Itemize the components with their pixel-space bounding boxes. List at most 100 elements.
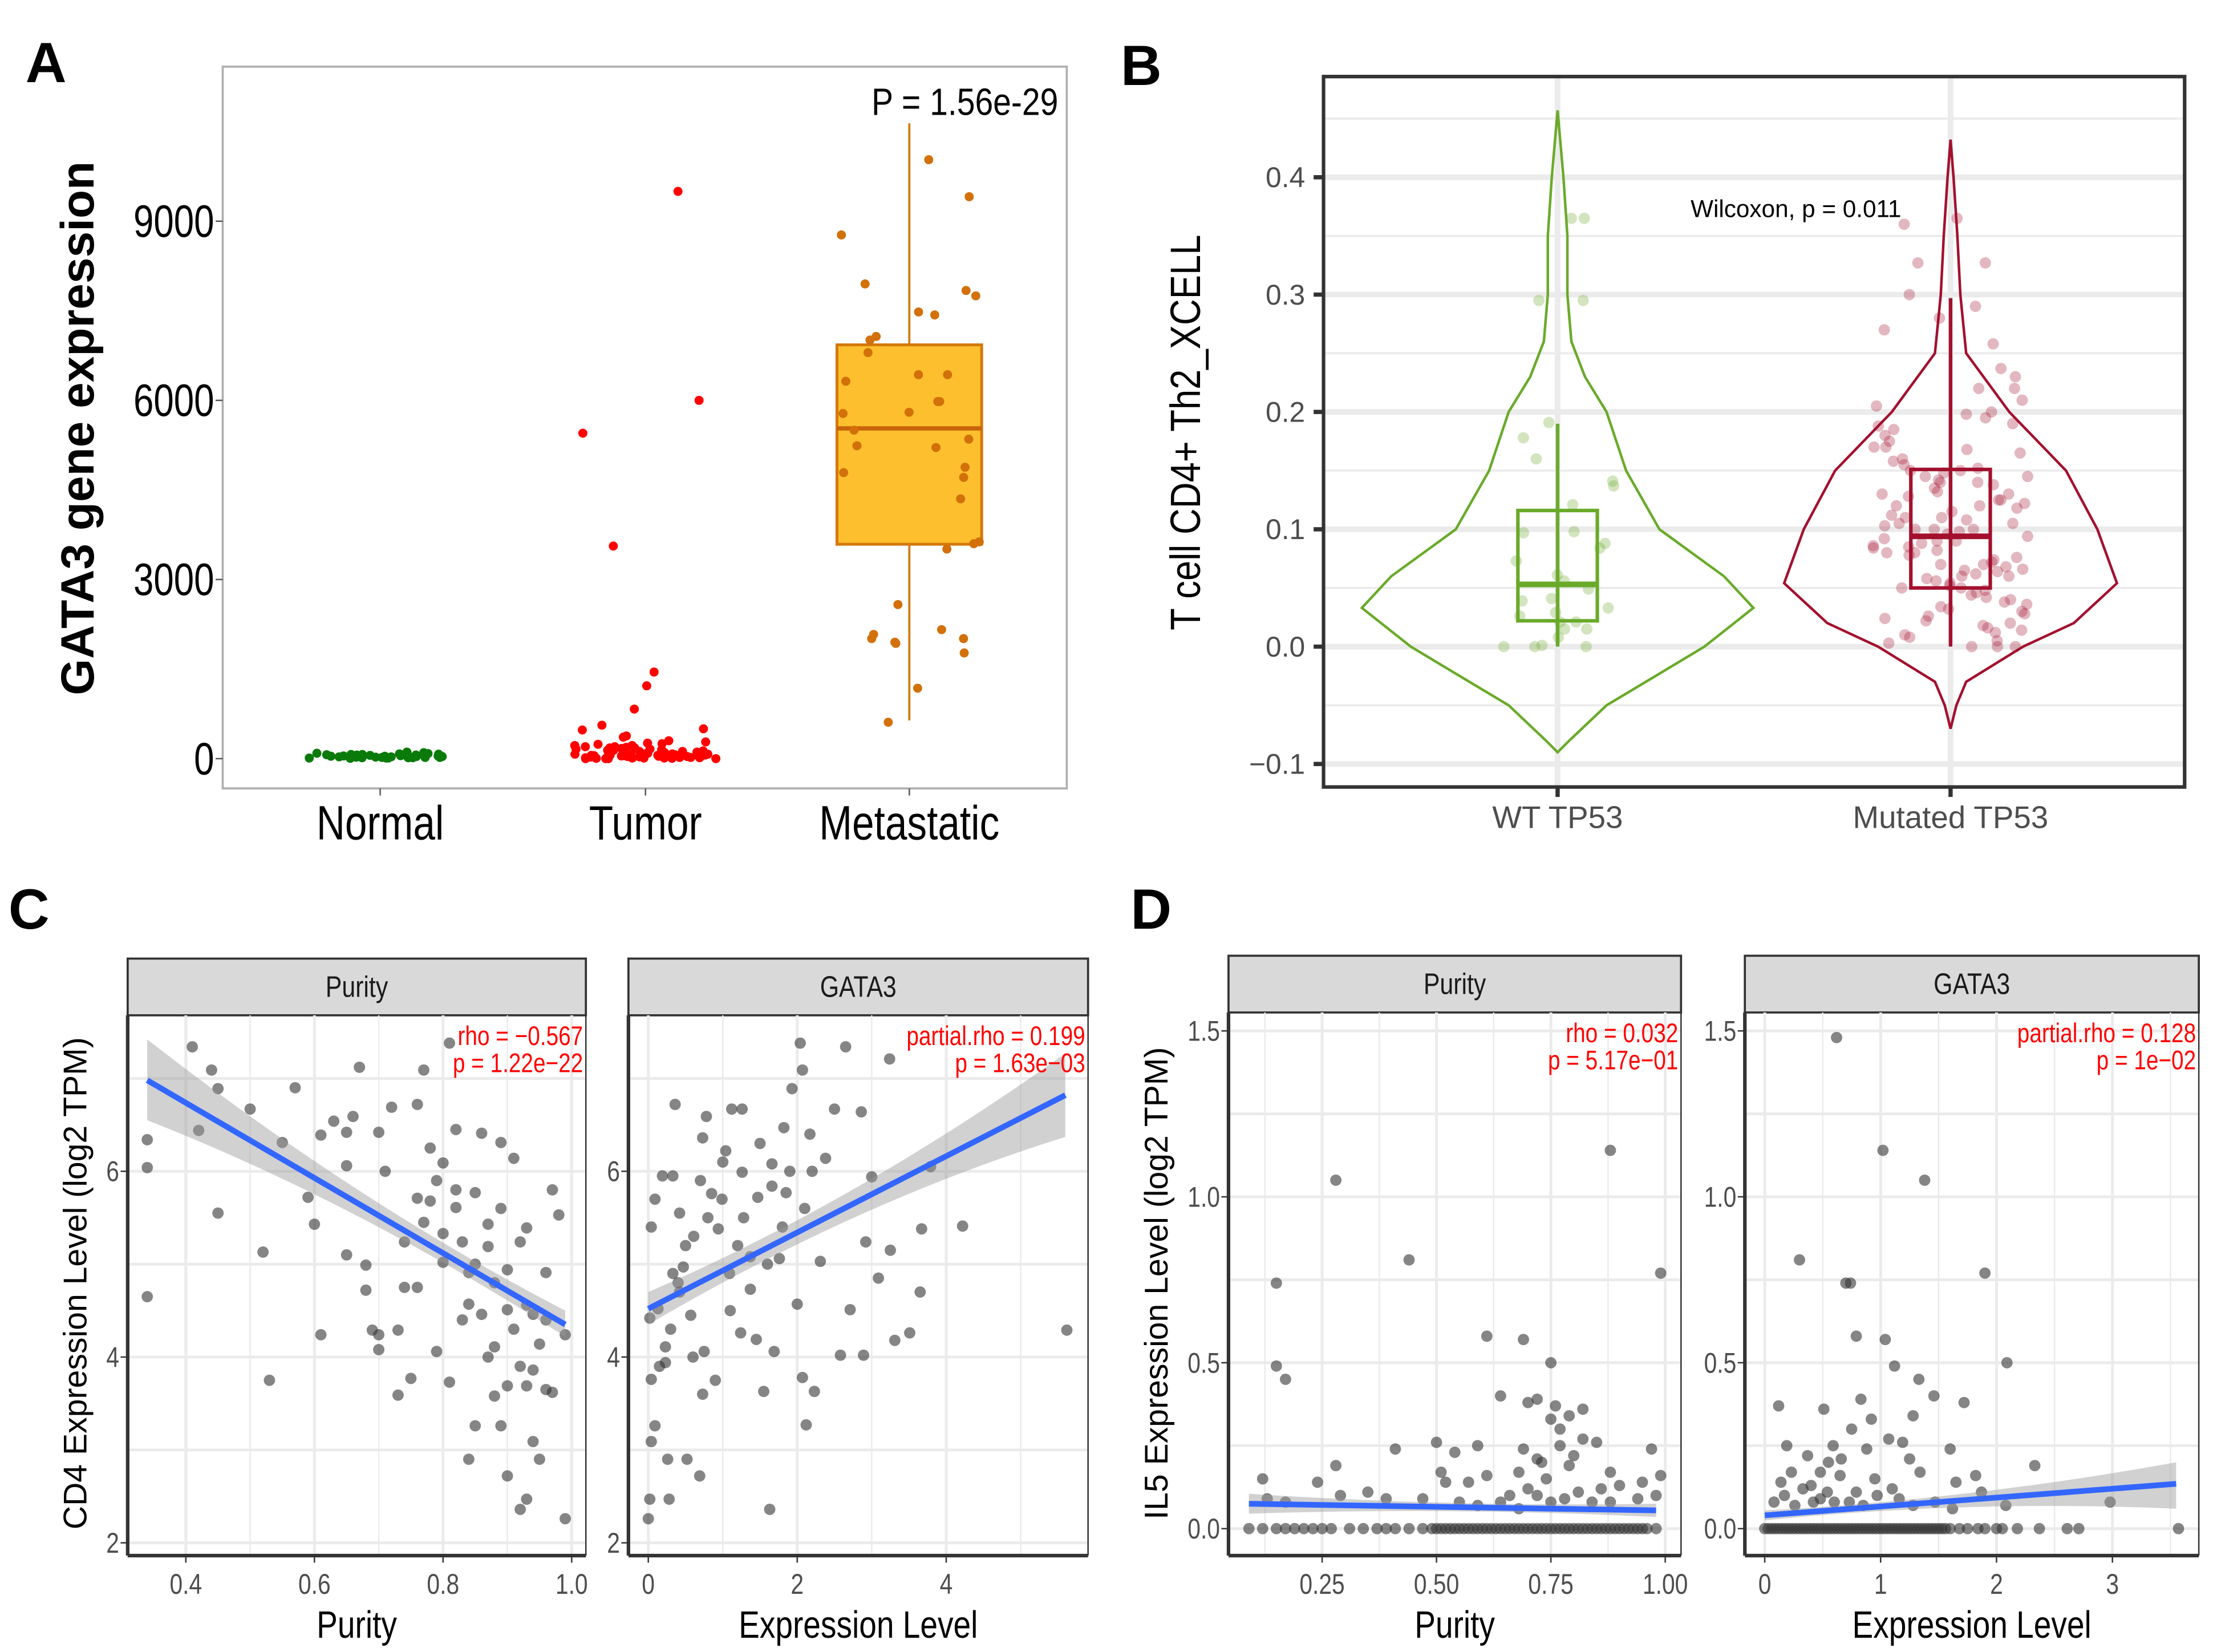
data-point [1577, 294, 1589, 306]
data-point [687, 1351, 699, 1363]
data-point [806, 1165, 818, 1177]
data-point [969, 539, 979, 549]
data-point [1789, 1500, 1801, 1511]
data-point [1913, 1374, 1925, 1385]
data-point [1632, 1493, 1644, 1505]
data-point [623, 752, 633, 762]
data-point [904, 407, 914, 417]
data-point [1567, 499, 1579, 511]
data-point [1879, 520, 1891, 532]
data-point [1931, 544, 1943, 556]
data-point [1976, 1486, 1987, 1498]
data-point [540, 1383, 552, 1395]
data-point [1831, 1031, 1842, 1043]
data-point [501, 1380, 513, 1392]
data-point [1961, 444, 1973, 455]
facet-strip-label: Purity [1424, 968, 1486, 1001]
y-tick-label: 0.4 [1266, 161, 1305, 193]
data-point [1969, 1469, 1981, 1481]
data-point [527, 1436, 539, 1448]
data-point [373, 1329, 385, 1341]
data-point [1279, 1523, 1291, 1534]
data-point [695, 1175, 706, 1187]
data-point [1999, 596, 2011, 608]
panel-letter-a: A [26, 31, 67, 95]
data-point [844, 1303, 856, 1315]
data-point [732, 1240, 744, 1252]
data-point [2000, 561, 2012, 573]
data-point [956, 494, 966, 504]
data-point [450, 1124, 462, 1135]
data-point [2021, 598, 2033, 610]
data-point [1494, 1496, 1506, 1508]
data-point [1554, 1440, 1566, 1452]
data-point [570, 740, 579, 750]
data-point [943, 370, 953, 379]
data-point [883, 718, 893, 727]
data-point [720, 1145, 732, 1157]
y-tick-label: 0.3 [1266, 279, 1305, 311]
data-point [1417, 1493, 1429, 1505]
data-point [1919, 1175, 1931, 1186]
data-point [1462, 1476, 1474, 1488]
data-point [1655, 1267, 1667, 1279]
data-point [1914, 1466, 1926, 1478]
data-point [1362, 1486, 1374, 1498]
data-point [1546, 593, 1558, 605]
data-point [326, 751, 336, 761]
data-point [1389, 1443, 1401, 1455]
data-point [724, 1305, 736, 1317]
data-point [1980, 592, 1992, 604]
data-point [754, 1137, 766, 1149]
data-point [412, 752, 421, 762]
data-point [1522, 1483, 1534, 1495]
x-axis-label: Expression Level [1853, 1604, 2092, 1646]
data-point [679, 1240, 691, 1252]
data-point [405, 1372, 417, 1384]
data-point [482, 1351, 494, 1363]
data-point [411, 1281, 423, 1293]
data-point [698, 1346, 710, 1358]
data-point [1883, 1433, 1895, 1445]
data-point [2016, 624, 2028, 636]
data-point [1973, 500, 1985, 512]
data-point [736, 1103, 748, 1115]
data-point [495, 1202, 507, 1214]
data-point [1965, 589, 1977, 601]
data-point [1554, 1423, 1566, 1435]
data-point [1344, 1523, 1356, 1534]
data-point [735, 1327, 747, 1339]
y-tick-label: 6 [106, 1156, 119, 1188]
data-point [437, 1228, 449, 1240]
data-point [1920, 615, 1932, 627]
data-point [1969, 301, 1981, 312]
data-point [737, 1212, 749, 1224]
data-point [444, 1037, 456, 1049]
data-point [1440, 1476, 1452, 1488]
data-point [1545, 1357, 1557, 1368]
data-point [482, 1218, 494, 1230]
p-annotation: p = 5.17e−01 [1548, 1046, 1678, 1075]
data-point [686, 752, 696, 762]
y-tick-label: 1.0 [1187, 1181, 1220, 1213]
data-point [501, 1264, 513, 1276]
data-point [1645, 1443, 1657, 1455]
data-point [508, 1152, 520, 1164]
data-point [706, 1188, 718, 1200]
data-point [1541, 1473, 1553, 1485]
data-point [1982, 622, 1993, 634]
data-point [883, 1053, 895, 1065]
wilcoxon-annotation: Wilcoxon, p = 0.011 [1691, 195, 1901, 222]
data-point [1604, 1496, 1616, 1508]
data-point [482, 1241, 494, 1253]
data-point [1481, 1469, 1493, 1481]
data-point [1883, 435, 1895, 447]
data-point [141, 1291, 153, 1303]
data-point [1921, 573, 1933, 585]
data-point [501, 1470, 513, 1482]
data-point [1566, 212, 1578, 224]
data-point [1650, 1523, 1662, 1534]
data-point [667, 754, 677, 763]
y-axis-label: GATA3 gene expression [52, 161, 104, 695]
